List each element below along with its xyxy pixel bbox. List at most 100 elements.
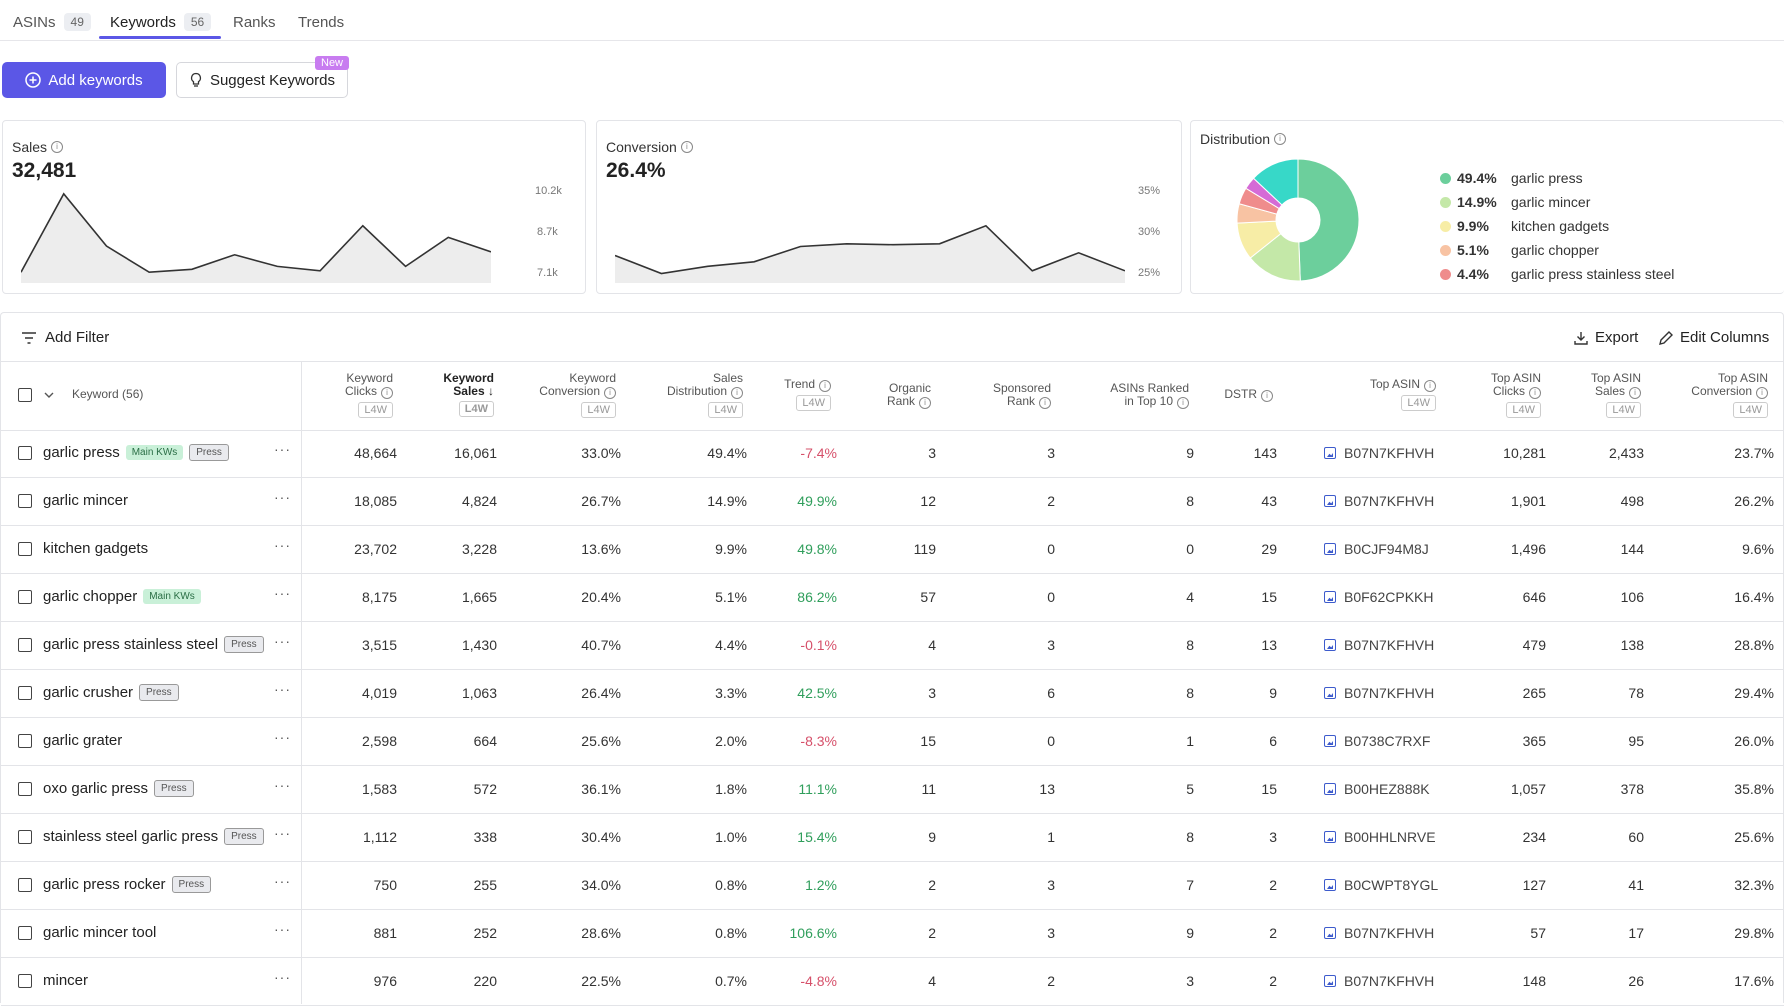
column-header-organic[interactable]: Organic Rank i [887,382,931,409]
more-options-icon[interactable]: ··· [274,777,291,793]
row-checkbox[interactable] [18,878,32,892]
export-button[interactable]: Export [1573,329,1638,346]
info-icon[interactable]: i [1629,387,1641,399]
top-asin-cell[interactable]: B07N7KFHVH [1324,445,1434,461]
more-options-icon[interactable]: ··· [274,729,291,745]
column-header-top-asin-sales[interactable]: Top ASIN Sales i L4W [1591,372,1641,418]
table-row[interactable]: garlic chopper Main KWs ··· 8,175 1,665 20.4%… [1,573,1784,622]
keyword-cell[interactable]: garlic mincer tool [43,924,156,941]
legend-item[interactable]: 49.4% garlic press [1440,166,1674,190]
top-asin-cell[interactable]: B00HEZ888K [1324,781,1430,797]
top-asin-cell[interactable]: B07N7KFHVH [1324,685,1434,701]
row-checkbox[interactable] [18,734,32,748]
table-row[interactable]: garlic press Main KWs Press ··· 48,664 16,061… [1,429,1784,478]
column-header-top-asin-clicks[interactable]: Top ASIN Clicks i L4W [1491,372,1541,418]
info-icon[interactable]: i [680,141,693,153]
keyword-cell[interactable]: garlic press rocker Press [43,876,212,893]
donut-slice[interactable] [1252,158,1299,206]
column-header-sponsored[interactable]: Sponsored Rank i [993,382,1051,409]
column-header-asins-ranked[interactable]: ASINs Ranked in Top 10 i [1110,382,1189,409]
top-asin-cell[interactable]: B07N7KFHVH [1324,925,1434,941]
row-checkbox[interactable] [18,830,32,844]
info-icon[interactable]: i [1529,387,1541,399]
keyword-column-header[interactable]: Keyword (56) [72,387,144,401]
row-checkbox[interactable] [18,926,32,940]
sort-arrow-icon[interactable]: ↓ [484,384,494,398]
legend-item[interactable]: 14.9% garlic mincer [1440,190,1674,214]
edit-columns-button[interactable]: Edit Columns [1658,329,1769,346]
top-asin-cell[interactable]: B07N7KFHVH [1324,637,1434,653]
info-icon[interactable]: i [731,387,743,399]
more-options-icon[interactable]: ··· [274,585,291,601]
legend-item[interactable]: 4.4% garlic press stainless steel [1440,262,1674,286]
more-options-icon[interactable]: ··· [274,825,291,841]
column-header-top-asin[interactable]: Top ASIN i L4W [1370,378,1436,411]
tab-asins[interactable]: ASINs 49 [13,6,91,38]
row-checkbox[interactable] [18,974,32,988]
info-icon[interactable]: i [819,380,831,392]
column-header-kw-sales[interactable]: Keyword Sales ↓ L4W [443,372,494,417]
keyword-cell[interactable]: oxo garlic press Press [43,780,194,797]
keyword-cell[interactable]: garlic press Main KWs Press [43,444,229,461]
table-row[interactable]: garlic mincer tool ··· 881 252 28.6% 0.8% 106.… [1,909,1784,958]
table-row[interactable]: garlic press rocker Press ··· 750 255 34.0% 0.… [1,861,1784,910]
legend-item[interactable]: 9.9% kitchen gadgets [1440,214,1674,238]
column-header-kw-conv[interactable]: Keyword Conversion i L4W [539,372,616,418]
row-checkbox[interactable] [18,494,32,508]
row-checkbox[interactable] [18,782,32,796]
keyword-cell[interactable]: garlic mincer [43,492,128,509]
row-checkbox[interactable] [18,638,32,652]
table-row[interactable]: garlic press stainless steel Press ··· 3,51… [1,621,1784,670]
top-asin-cell[interactable]: B0738C7RXF [1324,733,1430,749]
column-header-top-asin-conv[interactable]: Top ASIN Conversion i L4W [1691,372,1768,418]
table-row[interactable]: garlic crusher Press ··· 4,019 1,063 26.4% 3.3… [1,669,1784,718]
info-icon[interactable]: i [919,397,931,409]
top-asin-cell[interactable]: B0F62CPKKH [1324,589,1433,605]
more-options-icon[interactable]: ··· [274,873,291,889]
top-asin-cell[interactable]: B07N7KFHVH [1324,493,1434,509]
more-options-icon[interactable]: ··· [274,633,291,649]
keyword-cell[interactable]: garlic crusher Press [43,684,179,701]
keyword-cell[interactable]: garlic press stainless steel Press [43,636,264,653]
column-header-kw-clicks[interactable]: Keyword Clicks i L4W [345,372,393,418]
row-checkbox[interactable] [18,446,32,460]
table-row[interactable]: oxo garlic press Press ··· 1,583 572 36.1% 1.8… [1,765,1784,814]
table-row[interactable]: garlic grater ··· 2,598 664 25.6% 2.0% -8.3% 15… [1,717,1784,766]
info-icon[interactable]: i [1039,397,1051,409]
row-checkbox[interactable] [18,590,32,604]
table-row[interactable]: stainless steel garlic press Press ··· 1,11… [1,813,1784,862]
top-asin-cell[interactable]: B0CWPT8YGL [1324,877,1438,893]
info-icon[interactable]: i [1274,133,1287,145]
chevron-down-icon[interactable] [44,392,54,398]
keyword-cell[interactable]: garlic grater [43,732,122,749]
column-header-sales-dist[interactable]: Sales Distribution i L4W [667,372,743,418]
table-row[interactable]: kitchen gadgets ··· 23,702 3,228 13.6% 9.9% 49… [1,525,1784,574]
add-keywords-button[interactable]: Add keywords [2,62,166,98]
keyword-cell[interactable]: stainless steel garlic press Press [43,828,264,845]
info-icon[interactable]: i [604,387,616,399]
keyword-cell[interactable]: garlic chopper Main KWs [43,588,201,605]
column-header-trend[interactable]: Trend i L4W [784,378,831,411]
more-options-icon[interactable]: ··· [274,681,291,697]
keyword-cell[interactable]: kitchen gadgets [43,540,148,557]
tab-keywords[interactable]: Keywords 56 [110,6,212,38]
select-all-checkbox[interactable] [18,388,32,402]
more-options-icon[interactable]: ··· [274,441,291,457]
legend-item[interactable]: 5.1% garlic chopper [1440,238,1674,262]
tab-ranks[interactable]: Ranks [233,6,276,38]
row-checkbox[interactable] [18,686,32,700]
more-options-icon[interactable]: ··· [274,969,291,985]
info-icon[interactable]: i [381,387,393,399]
top-asin-cell[interactable]: B0CJF94M8J [1324,541,1429,557]
table-row[interactable]: garlic mincer ··· 18,085 4,824 26.7% 14.9% 49.… [1,477,1784,526]
info-icon[interactable]: i [51,141,64,153]
table-row[interactable]: mincer ··· 976 220 22.5% 0.7% -4.8% 4 2 3 2 148 26 17… [1,957,1784,1006]
info-icon[interactable]: i [1424,380,1436,392]
info-icon[interactable]: i [1756,387,1768,399]
column-header-dstr[interactable]: DSTR i [1224,388,1273,402]
row-checkbox[interactable] [18,542,32,556]
donut-slice[interactable] [1297,158,1360,282]
suggest-keywords-button[interactable]: Suggest Keywords [176,62,348,98]
more-options-icon[interactable]: ··· [274,537,291,553]
keyword-cell[interactable]: mincer [43,972,88,989]
